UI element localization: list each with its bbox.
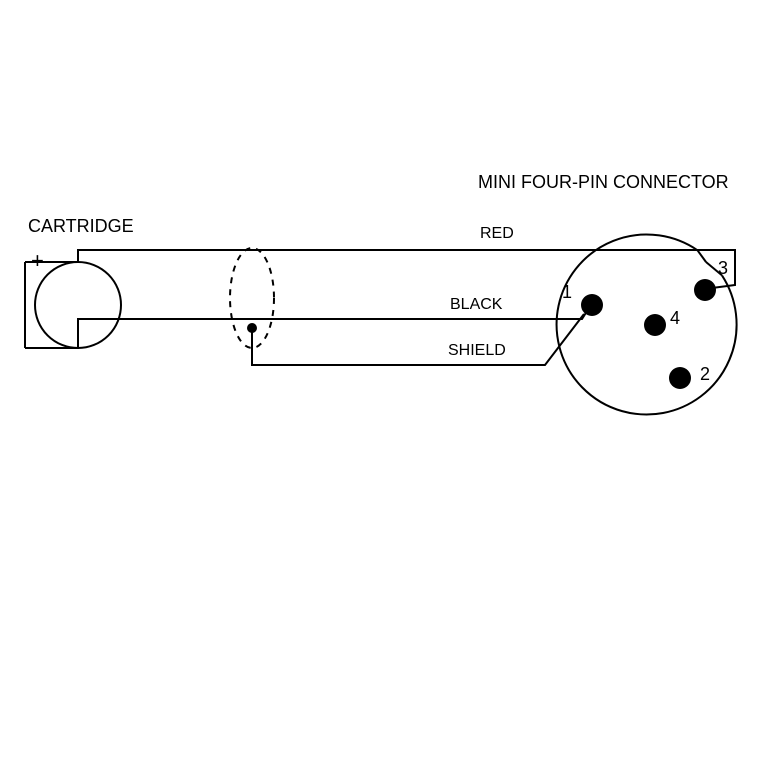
pin-1 xyxy=(581,294,603,316)
connector-notch-b xyxy=(698,250,707,262)
wire-red-label: RED xyxy=(480,225,514,243)
cartridge-label: CARTRIDGE xyxy=(28,216,134,237)
pin-4 xyxy=(644,314,666,336)
plus-label: + xyxy=(31,248,44,274)
wire-red xyxy=(25,250,735,288)
wiring-diagram-svg xyxy=(0,0,771,771)
wire-shield xyxy=(252,314,584,365)
wire-black-label: BLACK xyxy=(450,296,502,314)
pin-1-label: 1 xyxy=(562,282,572,303)
pin-3-label: 3 xyxy=(718,258,728,279)
pin-2 xyxy=(669,367,691,389)
wire-shield-label: SHIELD xyxy=(448,342,506,360)
pin-2-label: 2 xyxy=(700,364,710,385)
connector-title-label: MINI FOUR-PIN CONNECTOR xyxy=(478,172,729,193)
pin-4-label: 4 xyxy=(670,308,680,329)
pin-3 xyxy=(694,279,716,301)
